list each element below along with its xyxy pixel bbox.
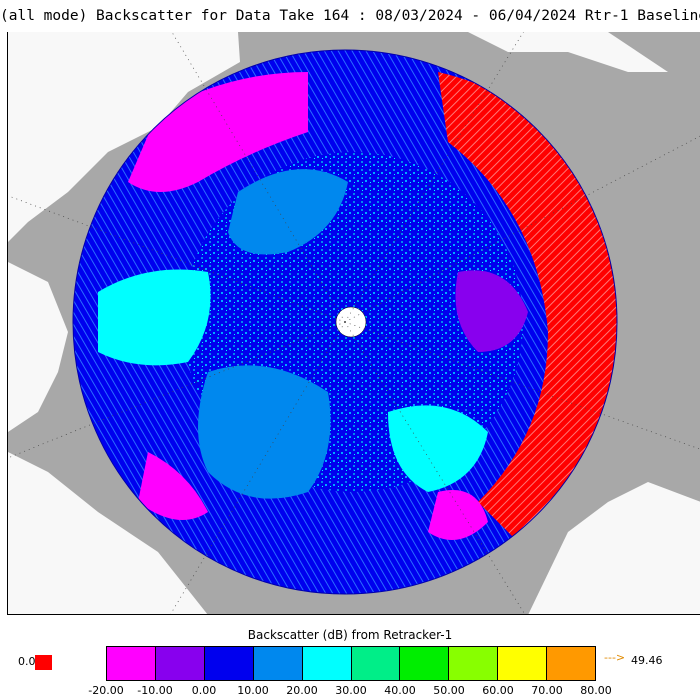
low-backscatter-region-sw xyxy=(138,452,208,520)
colorbar-tick-label: -10.00 xyxy=(137,684,173,697)
colorbar-segment xyxy=(547,647,596,680)
colorbar-segment xyxy=(107,647,156,680)
colorbar-tick-label: 50.00 xyxy=(433,684,465,697)
colorbar-segment xyxy=(400,647,450,680)
over-range-arrow: ---> xyxy=(604,651,626,664)
thin-ice-patch-2 xyxy=(388,405,488,492)
colorbar xyxy=(106,646,596,681)
colorbar-tick-label: 70.00 xyxy=(531,684,563,697)
greenland-sea-ice xyxy=(198,365,331,499)
atlantic-ocean-west xyxy=(8,452,208,614)
map-title: (all mode) Backscatter for Data Take 164… xyxy=(0,8,700,24)
colorbar-segment xyxy=(204,647,254,680)
colorbar-tick-label: 20.00 xyxy=(286,684,318,697)
colorbar-tick-label: 0.00 xyxy=(191,684,217,697)
colorbar-segment xyxy=(498,647,548,680)
colorbar-tick-label: 80.00 xyxy=(580,684,612,697)
colorbar-segment xyxy=(351,647,401,680)
low-backscatter-region-s xyxy=(428,490,488,540)
pacific-coast-ocean xyxy=(8,262,68,432)
colorbar-ticks: -20.00 -10.00 0.00 10.00 20.00 30.00 40.00 50.0… xyxy=(88,684,611,700)
polar-map-canvas xyxy=(8,32,700,614)
colorbar-segment xyxy=(302,647,352,680)
low-backscatter-region-nw xyxy=(128,72,308,192)
land-east xyxy=(608,32,700,92)
pole-hole xyxy=(335,306,367,338)
north-pacific-ocean xyxy=(8,32,240,242)
very-low-patch-1 xyxy=(455,270,528,352)
colorbar-tick-label: 40.00 xyxy=(384,684,416,697)
polar-map xyxy=(7,32,700,615)
zero-swatch xyxy=(35,655,52,670)
colorbar-title: Backscatter (dB) from Retracker-1 xyxy=(247,628,453,642)
colorbar-tick-label: 10.00 xyxy=(237,684,269,697)
colorbar-tick-label: -20.00 xyxy=(88,684,124,697)
graticule xyxy=(8,32,700,614)
colorbar-segment xyxy=(253,647,303,680)
colorbar-tick-label: 60.00 xyxy=(482,684,514,697)
colorbar-segment xyxy=(449,647,499,680)
colorbar-segment xyxy=(155,647,205,680)
mixed-ice-patch-1 xyxy=(228,169,348,255)
zero-label: 0.0 xyxy=(18,655,36,668)
atlantic-ocean-east xyxy=(528,482,700,614)
colorbar-tick-label: 30.00 xyxy=(335,684,367,697)
over-range-value: 49.46 xyxy=(631,654,663,667)
disk-boundary xyxy=(72,49,618,595)
thin-ice-patch-1 xyxy=(98,269,211,366)
